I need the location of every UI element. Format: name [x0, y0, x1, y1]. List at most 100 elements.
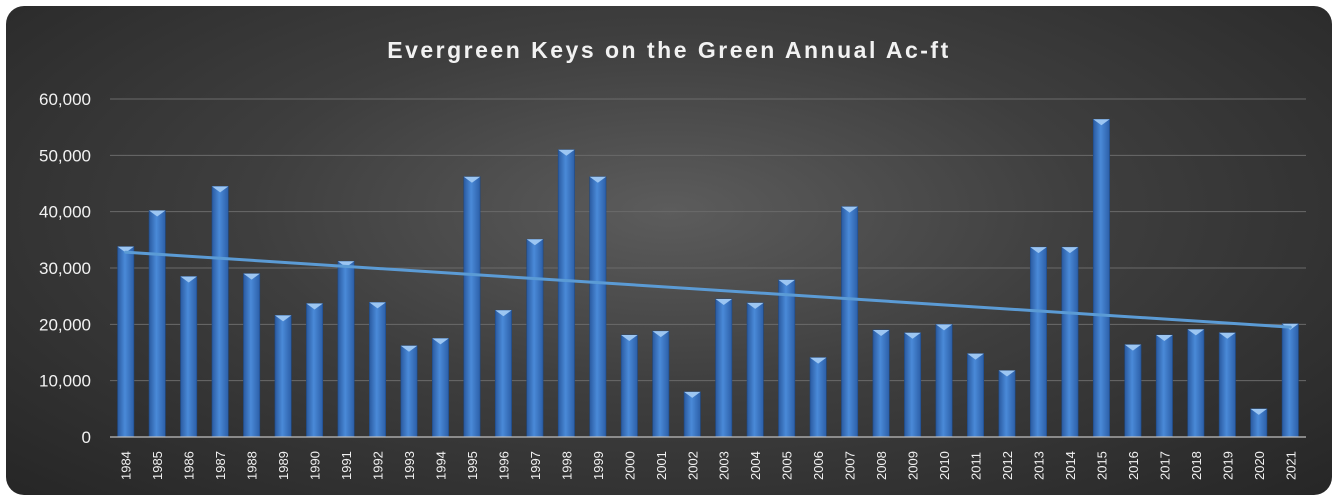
bar-cap	[306, 303, 323, 310]
bar-cap	[652, 331, 669, 338]
bar	[431, 338, 449, 438]
bar	[935, 324, 953, 438]
x-tick-label: 2018	[1189, 451, 1204, 480]
bar-cap	[463, 176, 481, 183]
x-tick-label: 2003	[717, 451, 732, 480]
bar-cap	[432, 338, 449, 345]
x-tick-label: 2019	[1220, 451, 1235, 480]
bar	[494, 309, 512, 438]
bar	[1124, 344, 1142, 438]
bar	[117, 246, 135, 438]
bar	[557, 149, 575, 438]
y-tick-label: 20,000	[39, 315, 91, 334]
bar-cap	[180, 276, 197, 283]
bar	[211, 186, 229, 438]
bar-cap	[904, 332, 921, 339]
x-tick-label: 2021	[1283, 451, 1298, 480]
bar-cap	[715, 298, 732, 305]
x-tick-label: 1993	[402, 451, 417, 480]
bar-cap	[526, 239, 544, 246]
bar-cap	[621, 335, 638, 342]
bar-cap	[117, 246, 134, 253]
y-tick-label: 50,000	[39, 146, 91, 165]
bar	[1061, 246, 1079, 438]
bar	[400, 345, 418, 438]
y-tick-label: 60,000	[39, 90, 91, 109]
x-tick-label: 2014	[1063, 451, 1078, 480]
x-tick-label: 1991	[339, 451, 354, 480]
bar	[1092, 118, 1110, 438]
bar	[904, 332, 922, 438]
x-tick-label: 2016	[1126, 451, 1141, 480]
chart-title: Evergreen Keys on the Green Annual Ac-ft	[387, 37, 951, 63]
bar-cap	[1156, 335, 1173, 342]
bar-cap	[495, 310, 512, 317]
x-tick-label: 2011	[969, 452, 984, 480]
bar	[683, 391, 701, 438]
bar	[463, 176, 481, 438]
bar-cap	[1030, 247, 1047, 254]
x-tick-label: 1988	[245, 451, 260, 480]
bar-cap	[872, 329, 890, 336]
bar-cap	[337, 261, 355, 268]
x-tick-label: 2004	[748, 451, 763, 480]
trendline-layer	[124, 250, 1292, 329]
bar-cap	[1219, 332, 1236, 339]
y-axis-ticks: 0 10,000 20,000 30,000 40,000 50,000 60,000	[39, 90, 91, 447]
x-tick-label: 2008	[874, 451, 889, 480]
bar	[715, 298, 733, 438]
x-tick-label: 1990	[308, 451, 323, 480]
y-tick-label: 0	[82, 428, 91, 447]
bar-cap	[967, 353, 984, 360]
trendline	[124, 250, 1292, 329]
y-tick-label: 30,000	[39, 259, 91, 278]
bar-cap	[1124, 344, 1142, 351]
x-tick-label: 2009	[906, 451, 921, 480]
x-tick-label: 2001	[654, 451, 669, 480]
bar	[746, 302, 764, 438]
bar-cap	[274, 315, 292, 322]
chart-card: Evergreen Keys on the Green Annual Ac-ft…	[6, 6, 1332, 495]
bar	[620, 334, 638, 438]
x-tick-label: 1992	[371, 451, 386, 480]
bar-cap	[1250, 408, 1267, 415]
bar-cap	[935, 324, 953, 331]
x-tick-label: 1998	[559, 451, 574, 480]
bar	[1155, 334, 1173, 438]
bar-cap	[998, 370, 1016, 377]
bar-cap	[149, 210, 166, 217]
x-tick-label: 2006	[811, 451, 826, 480]
bar	[1218, 332, 1236, 438]
x-tick-label: 1987	[213, 451, 228, 480]
bar-cap	[809, 357, 827, 364]
bar	[1029, 246, 1047, 438]
bars	[117, 118, 1299, 438]
bar-cap	[369, 302, 386, 309]
y-tick-label: 10,000	[39, 372, 91, 391]
bar-cap	[211, 186, 229, 193]
bar-cap	[243, 273, 260, 280]
bar-cap	[558, 149, 575, 156]
y-tick-label: 40,000	[39, 203, 91, 222]
bar-cap	[684, 391, 701, 398]
x-tick-label: 1995	[465, 451, 480, 480]
bar-cap	[400, 345, 418, 352]
x-tick-label: 2010	[937, 451, 952, 480]
x-axis-ticks: 1984 1985 1986 1987 1988 1989 1990 1991 1992 1993…	[119, 451, 1299, 480]
bar	[872, 329, 890, 438]
x-tick-label: 1986	[182, 451, 197, 480]
bar-cap	[589, 176, 607, 183]
bar	[243, 273, 261, 438]
bar-cap	[778, 279, 795, 286]
bar	[1281, 323, 1299, 438]
x-tick-label: 2017	[1157, 451, 1172, 480]
x-tick-label: 1989	[276, 451, 291, 480]
bar	[967, 353, 985, 438]
bar-cap	[1187, 329, 1205, 336]
bar-cap	[747, 302, 764, 309]
bar	[809, 357, 827, 438]
bar	[778, 279, 796, 438]
x-tick-label: 2020	[1252, 451, 1267, 480]
x-tick-label: 2000	[622, 451, 637, 480]
bar-cap	[1061, 247, 1079, 254]
